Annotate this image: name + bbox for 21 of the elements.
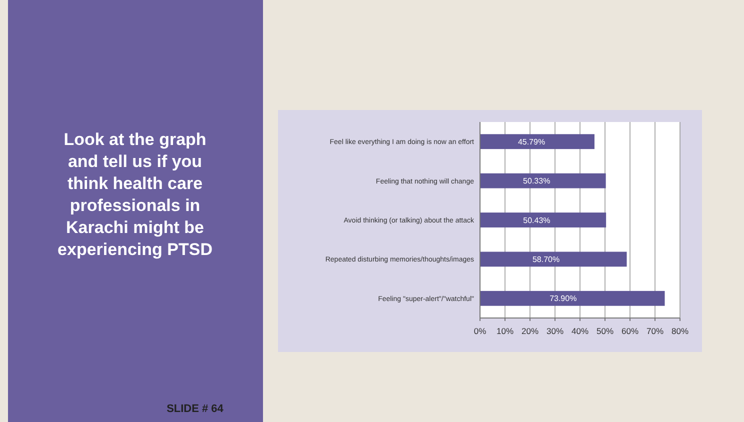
bar bbox=[480, 212, 606, 228]
bar bbox=[480, 252, 627, 267]
x-tick-label: 0% bbox=[474, 326, 487, 336]
data-label: 45.79% bbox=[518, 137, 546, 146]
data-label: 50.33% bbox=[523, 176, 550, 186]
x-tick-label: 80% bbox=[671, 326, 689, 336]
text: SLIDE # 64 bbox=[166, 403, 224, 415]
bar bbox=[480, 134, 594, 150]
data-label: 50.43% bbox=[523, 216, 550, 225]
data-label: 58.70% bbox=[532, 255, 560, 264]
text: Look at the graph and tell us if you think health care professionals in Karachi might be experiencing PTSD bbox=[58, 130, 212, 259]
x-tick-label: 60% bbox=[621, 326, 639, 336]
x-tick-label: 30% bbox=[546, 326, 564, 336]
x-tick-label: 70% bbox=[646, 326, 664, 336]
x-tick-label: 40% bbox=[571, 326, 589, 336]
bar bbox=[480, 290, 665, 306]
x-tick-label: 10% bbox=[496, 326, 514, 336]
data-label: 73.90% bbox=[550, 294, 577, 304]
bar bbox=[480, 173, 606, 188]
x-tick-label: 50% bbox=[596, 326, 614, 336]
x-tick-label: 20% bbox=[521, 326, 539, 336]
